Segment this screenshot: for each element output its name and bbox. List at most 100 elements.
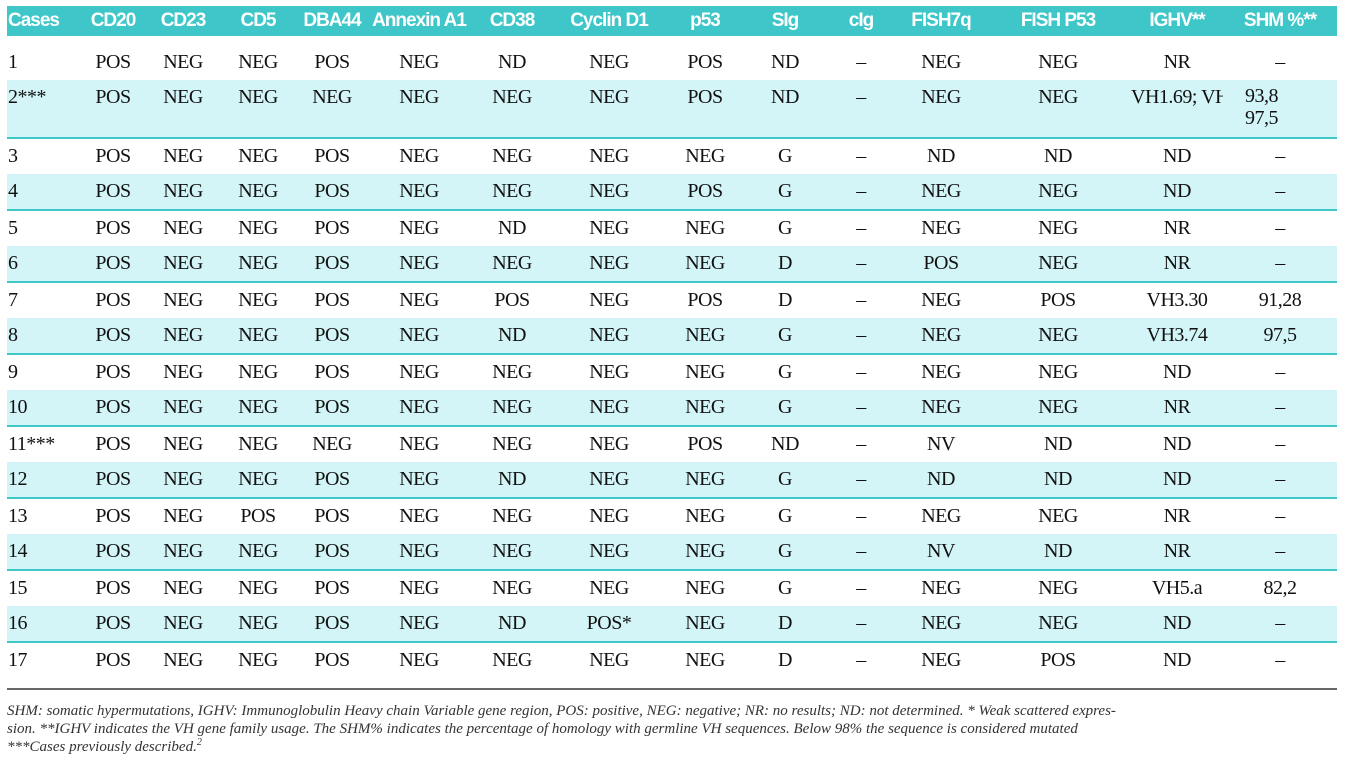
table-cell: NEG xyxy=(589,577,629,599)
table-cell: POS xyxy=(95,289,131,311)
table-cell: NEG xyxy=(553,174,665,211)
table-cell: – xyxy=(1275,145,1285,167)
column-header: CD38 xyxy=(471,6,553,36)
table-cell: NEG xyxy=(985,606,1131,643)
table-cell: 11*** xyxy=(8,433,55,455)
table-cell: – xyxy=(825,174,897,211)
table-cell: NEG xyxy=(367,174,471,211)
table-cell: POS xyxy=(95,433,131,455)
table-cell: NEG xyxy=(367,80,471,139)
table-cell: NEG xyxy=(399,51,439,73)
table-cell: 7 xyxy=(8,289,18,311)
table-cell: – xyxy=(856,289,866,311)
footnote-line: SHM: somatic hypermutations, IGHV: Immun… xyxy=(7,703,1116,719)
table-cell: NEG xyxy=(163,289,203,311)
table-cell: NEG xyxy=(219,390,297,427)
table-cell: ND xyxy=(1163,649,1191,671)
table-cell: ND xyxy=(745,80,825,139)
table-cell: D xyxy=(745,606,825,643)
table-cell: 14 xyxy=(7,534,79,571)
table-cell: NR xyxy=(1163,217,1191,239)
table-cell: NR xyxy=(1131,246,1223,283)
table-cell: NEG xyxy=(492,361,532,383)
table-cell: NEG xyxy=(665,534,745,571)
table-cell: POS xyxy=(95,505,131,527)
table-cell: ND xyxy=(771,433,799,455)
table-cell: POS xyxy=(95,217,131,239)
table-cell: ND xyxy=(1044,145,1072,167)
table-cell: – xyxy=(856,649,866,671)
table-cell: NEG xyxy=(147,390,219,427)
table-cell: POS xyxy=(95,361,131,383)
table-cell: NEG xyxy=(471,390,553,427)
table-cell: – xyxy=(856,505,866,527)
table-cell: POS xyxy=(314,361,350,383)
table-cell: NEG xyxy=(492,577,532,599)
table-cell: NEG xyxy=(685,217,725,239)
table-cell: NEG xyxy=(147,606,219,643)
table-cell: NEG xyxy=(897,80,985,139)
table-cell: POS xyxy=(297,246,367,283)
column-header: Cyclin D1 xyxy=(553,6,665,36)
table-cell: POS xyxy=(1040,289,1076,311)
header-row: Cases CD20 CD23 CD5 DBA44 Annexin A1 CD38 Cycli… xyxy=(7,6,1337,36)
table-cell: – xyxy=(825,534,897,571)
table-cell: NEG xyxy=(147,534,219,571)
table-cell: NR xyxy=(1163,51,1191,73)
table-cell: 97,5 xyxy=(1223,318,1337,355)
column-header: CD23 xyxy=(147,6,219,36)
table-cell: G xyxy=(745,318,825,355)
table-cell: NEG xyxy=(238,51,278,73)
table-cell: ND xyxy=(1131,462,1223,499)
table-cell: ND xyxy=(771,51,799,73)
table-cell: NEG xyxy=(985,318,1131,355)
table-cell: POS xyxy=(79,174,147,211)
table-cell: POS xyxy=(314,289,350,311)
table-cell: POS xyxy=(314,505,350,527)
table-cell: 3 xyxy=(8,145,18,167)
table-cell: NEG xyxy=(367,246,471,283)
table-cell: VH5.a xyxy=(1151,577,1203,599)
table-cell: POS xyxy=(240,505,276,527)
table-cell: – xyxy=(856,51,866,73)
table-cell: 2*** xyxy=(7,80,79,139)
table-cell: – xyxy=(1223,534,1337,571)
table-cell: D xyxy=(745,246,825,283)
table-cell: NEG xyxy=(399,217,439,239)
table-cell: POS xyxy=(297,462,367,499)
table-cell: NEG xyxy=(685,649,725,671)
table-cell: G xyxy=(745,174,825,211)
table-cell: G xyxy=(778,361,792,383)
table-cell: POS xyxy=(79,390,147,427)
table-cell: ND xyxy=(1044,433,1072,455)
table-cell: NEG xyxy=(665,606,745,643)
table-cell: NEG xyxy=(589,433,629,455)
table-cell: NEG xyxy=(1038,361,1078,383)
table-row: 8 POS NEG NEG POS NEG ND NEG NEG G – NEG NEG VH3.74 97… xyxy=(7,318,1337,355)
table-cell: NEG xyxy=(163,51,203,73)
table-cell: POS xyxy=(297,606,367,643)
table-cell: NEG xyxy=(367,462,471,499)
table-cell: NEG xyxy=(589,145,629,167)
table-cell: NEG xyxy=(985,246,1131,283)
table-cell: ND xyxy=(1163,145,1191,167)
table-cell: NEG xyxy=(921,649,961,671)
table-cell: D xyxy=(778,649,792,671)
column-header: p53 xyxy=(665,6,745,36)
table-cell: POS xyxy=(314,649,350,671)
table-cell: VH3.30 xyxy=(1146,289,1208,311)
table-cell: NEG xyxy=(589,505,629,527)
table-container: Cases CD20 CD23 CD5 DBA44 Annexin A1 CD38 Cycli… xyxy=(7,6,1337,756)
footnote-line: sion. **IGHV indicates the VH gene famil… xyxy=(7,721,1078,737)
table-cell: NEG xyxy=(897,606,985,643)
table-cell: NEG xyxy=(492,433,532,455)
table-cell: 13 xyxy=(8,505,28,527)
table-cell: 4 xyxy=(7,174,79,211)
table-cell: ND xyxy=(1163,361,1191,383)
table-cell: NEG xyxy=(985,390,1131,427)
table-cell: NEG xyxy=(492,145,532,167)
reference-marker: 2 xyxy=(196,737,202,748)
table-cell: – xyxy=(1275,505,1285,527)
table-cell: POS xyxy=(314,217,350,239)
table-cell: NEG xyxy=(238,361,278,383)
